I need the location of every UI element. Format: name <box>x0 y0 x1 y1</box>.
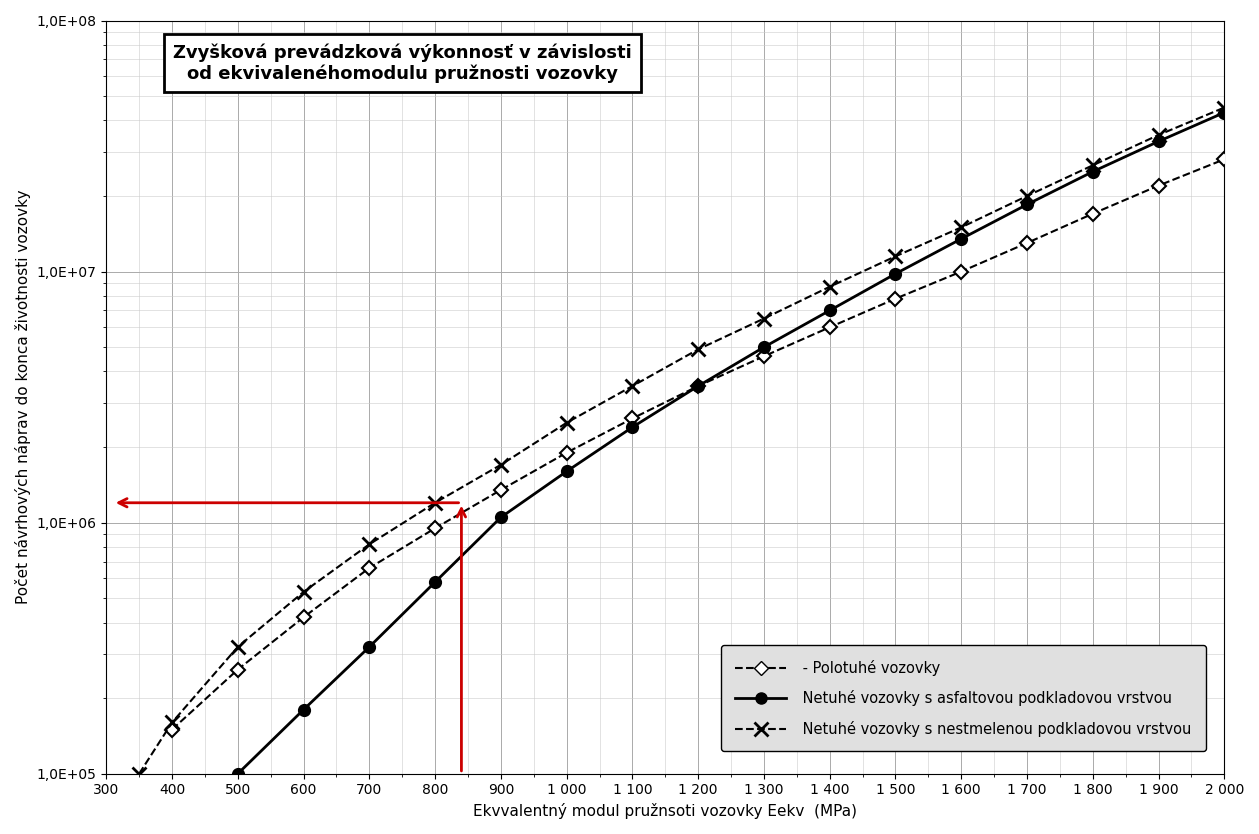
X-axis label: Ekvvalentný modul pružnsoti vozovky Eekv  (MPa): Ekvvalentný modul pružnsoti vozovky Eekv… <box>473 803 857 819</box>
Legend:  - Polotuhé vozovky,  Netuhé vozovky s asfaltovou podkladovou vrstvou,  Netuhé v: - Polotuhé vozovky, Netuhé vozovky s asf… <box>720 645 1206 751</box>
Y-axis label: Počet návrhových náprav do konca životnosti vozovky: Počet návrhových náprav do konca životno… <box>15 190 31 605</box>
Text: Zvyšková prevádzková výkonnosť v závislosti
od ekvivalenéhomodulu pružnosti vozo: Zvyšková prevádzková výkonnosť v závislo… <box>174 43 632 83</box>
